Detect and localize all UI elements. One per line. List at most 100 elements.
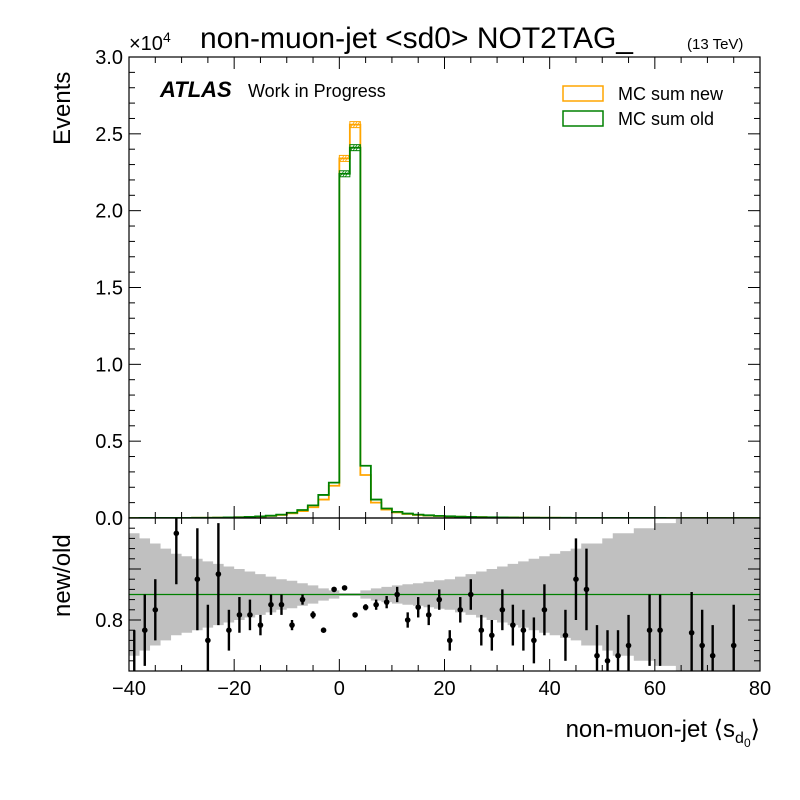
legend-label-new: MC sum new — [618, 84, 724, 104]
x-tick-label: 20 — [433, 678, 455, 700]
histogram-line-new — [129, 123, 760, 518]
ratio-point — [268, 601, 274, 608]
ratio-point — [520, 627, 527, 633]
ratio-point — [531, 637, 537, 644]
x-tick-label: 0 — [334, 678, 345, 700]
ratio-point — [573, 576, 579, 582]
ratio-point — [657, 627, 663, 633]
y-exponent-label: ×104 — [129, 29, 171, 55]
ratio-point — [141, 627, 148, 633]
ratio-point — [415, 604, 422, 611]
ratio-point — [446, 637, 453, 644]
y-tick-label: 0.0 — [95, 508, 123, 530]
ratio-point — [699, 642, 705, 649]
ratio-panel: −40 −20 0 20 40 60 80 0.8 — [95, 517, 771, 715]
ratio-point — [362, 604, 369, 611]
histogram-hatch — [342, 170, 347, 178]
ratio-point — [541, 607, 548, 613]
ratio-point — [594, 652, 600, 659]
y-axis-label-ratio: new/old — [49, 534, 76, 617]
ratio-point — [331, 586, 337, 593]
ratio-point — [499, 607, 506, 613]
ratio-point — [404, 617, 411, 623]
histogram-hatch — [350, 144, 355, 151]
ratio-point — [709, 652, 716, 659]
ratio-point — [257, 622, 264, 628]
y-tick-label: 1.5 — [95, 278, 123, 300]
histogram-line-old — [129, 146, 760, 518]
x-tick-label: −20 — [217, 678, 251, 700]
y-tick-label: 2.5 — [95, 124, 123, 146]
histogram-hatch — [339, 155, 345, 162]
histogram-hatch — [350, 121, 355, 128]
ratio-point — [352, 612, 358, 618]
y-tick-label: 2.0 — [95, 201, 123, 223]
ratio-point — [341, 585, 348, 591]
histogram-uncertainty-box — [349, 121, 361, 129]
x-tick-label: 60 — [644, 678, 666, 700]
main-plot-area — [129, 121, 760, 518]
ratio-point — [373, 601, 379, 608]
ratio-plot-area — [129, 518, 760, 715]
ratio-point — [215, 571, 222, 577]
legend-swatch-old — [562, 110, 604, 127]
ratio-point — [383, 599, 390, 605]
histogram-hatch — [344, 155, 350, 162]
ratio-point — [467, 591, 474, 598]
ratio-point — [436, 596, 443, 603]
y-tick-label: 1.0 — [95, 354, 123, 376]
y-tick-label: 3.0 — [95, 47, 123, 69]
ratio-point — [457, 607, 464, 613]
ratio-point — [226, 627, 232, 633]
ratio-point — [310, 612, 316, 618]
ratio-point — [604, 658, 611, 664]
histogram-hatch — [352, 144, 358, 151]
legend: MC sum new MC sum old — [562, 84, 724, 129]
ratio-point — [489, 632, 495, 639]
x-tick-label: 40 — [539, 678, 561, 700]
ratio-point — [394, 591, 400, 598]
y-tick-label: 0.5 — [95, 431, 123, 453]
legend-swatch-new — [562, 85, 604, 102]
y-tick-label-ratio: 0.8 — [95, 610, 123, 632]
ratio-point — [205, 637, 211, 644]
x-axis-label: non-muon-jet ⟨sd0⟩ — [566, 716, 760, 750]
x-tick-label: 80 — [749, 678, 771, 700]
ratio-point — [236, 612, 243, 618]
ratio-point — [320, 627, 327, 633]
ratio-point — [625, 642, 632, 649]
ratio-point — [615, 652, 621, 659]
chart-title: non-muon-jet <sd0> NOT2TAG_ — [200, 22, 634, 55]
histogram-hatch — [355, 144, 361, 151]
ratio-point — [730, 642, 737, 649]
ratio-point — [510, 622, 516, 628]
histogram-hatch — [355, 121, 361, 128]
histogram-hatch — [342, 155, 347, 162]
ratio-point — [688, 629, 695, 636]
atlas-status-label: Work in Progress — [248, 81, 386, 101]
ratio-point — [646, 627, 653, 633]
ratio-point — [247, 612, 253, 618]
ratio-point — [425, 612, 432, 618]
legend-label-old: MC sum old — [618, 109, 714, 129]
ratio-point — [173, 530, 180, 537]
histogram-hatch — [352, 121, 358, 128]
ratio-point — [289, 622, 295, 628]
y-axis-label-top: Events — [49, 72, 76, 145]
x-tick-label: −40 — [112, 678, 146, 700]
ratio-point — [278, 601, 285, 608]
ratio-point — [583, 586, 590, 593]
chart-title-sub: (13 TeV) — [687, 36, 743, 53]
ratio-point — [299, 596, 306, 603]
histogram-uncertainty-box — [349, 144, 361, 152]
ratio-point — [194, 576, 201, 582]
histogram-hatch — [339, 170, 345, 178]
histogram-uncertainty-box — [338, 170, 351, 178]
ratio-point — [131, 709, 137, 715]
histogram-hatch — [344, 170, 350, 178]
ratio-point — [562, 632, 569, 639]
atlas-label: ATLAS — [159, 77, 232, 102]
ratio-point — [478, 627, 485, 633]
ratio-point — [152, 607, 159, 613]
